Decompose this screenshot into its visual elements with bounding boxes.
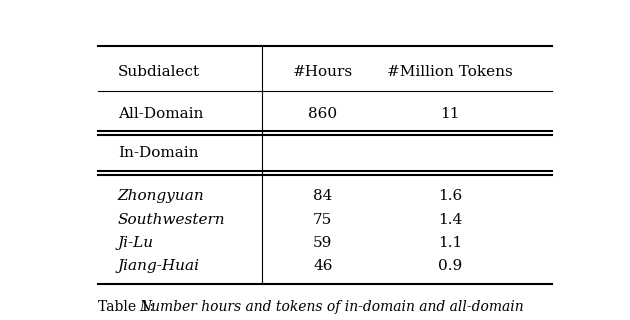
Text: 75: 75 [313, 212, 333, 227]
Text: 46: 46 [313, 259, 333, 273]
Text: 11: 11 [440, 107, 459, 121]
Text: #Million Tokens: #Million Tokens [387, 65, 513, 79]
Text: 59: 59 [313, 236, 333, 250]
Text: #Hours: #Hours [293, 65, 353, 79]
Text: Southwestern: Southwestern [118, 212, 226, 227]
Text: 84: 84 [313, 189, 333, 203]
Text: Zhongyuan: Zhongyuan [118, 189, 205, 203]
Text: All-Domain: All-Domain [118, 107, 203, 121]
Text: 1.6: 1.6 [438, 189, 462, 203]
Text: Subdialect: Subdialect [118, 65, 200, 79]
Text: Table 1:: Table 1: [98, 300, 159, 314]
Text: 1.4: 1.4 [438, 212, 462, 227]
Text: 1.1: 1.1 [438, 236, 462, 250]
Text: 860: 860 [308, 107, 338, 121]
Text: In-Domain: In-Domain [118, 146, 198, 160]
Text: Ji-Lu: Ji-Lu [118, 236, 154, 250]
Text: Number hours and tokens of in-domain and all-domain: Number hours and tokens of in-domain and… [139, 300, 524, 314]
Text: 0.9: 0.9 [438, 259, 462, 273]
Text: Jiang-Huai: Jiang-Huai [118, 259, 200, 273]
